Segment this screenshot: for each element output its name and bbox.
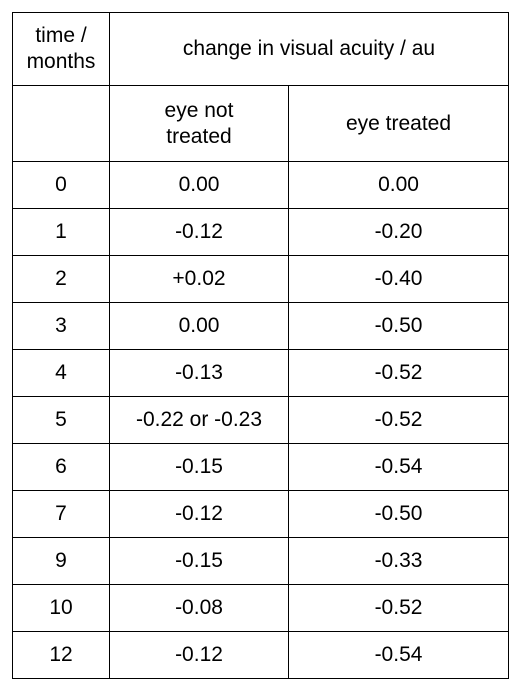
time-cell: 3	[12, 302, 110, 350]
eye-not-treated-cell: 0.00	[109, 161, 289, 209]
eye-treated-cell: -0.50	[288, 490, 509, 538]
visual-acuity-table: time / months change in visual acuity / …	[12, 12, 509, 679]
table-row: 1 -0.12 -0.20	[12, 208, 509, 256]
eye-not-treated-cell: +0.02	[109, 255, 289, 303]
table-row: 12 -0.12 -0.54	[12, 631, 509, 679]
time-cell: 12	[12, 631, 110, 679]
time-cell: 6	[12, 443, 110, 491]
time-cell: 0	[12, 161, 110, 209]
eye-treated-cell: -0.54	[288, 631, 509, 679]
table-header: time / months change in visual acuity / …	[12, 12, 509, 162]
time-header-line-1: time /	[35, 24, 87, 47]
table-row: 3 0.00 -0.50	[12, 302, 509, 350]
eye-treated-cell: -0.33	[288, 537, 509, 585]
eye-treated-cell: -0.52	[288, 584, 509, 632]
eye-not-treated-cell: -0.15	[109, 443, 289, 491]
table-row: 2 +0.02 -0.40	[12, 255, 509, 303]
eye-treated-cell: 0.00	[288, 161, 509, 209]
eye-not-treated-cell: -0.12	[109, 490, 289, 538]
table-row: 9 -0.15 -0.33	[12, 537, 509, 585]
time-header: time / months	[12, 12, 110, 86]
eye-not-treated-cell: -0.08	[109, 584, 289, 632]
eye-treated-cell: -0.52	[288, 396, 509, 444]
time-cell: 10	[12, 584, 110, 632]
table-row: 0 0.00 0.00	[12, 161, 509, 209]
table-row: 10 -0.08 -0.52	[12, 584, 509, 632]
eye-treated-header: eye treated	[288, 85, 509, 162]
empty-header-cell	[12, 85, 110, 162]
eye-not-treated-cell: -0.13	[109, 349, 289, 397]
eye-not-treated-cell: -0.12	[109, 631, 289, 679]
eye-not-treated-header: eye not treated	[109, 85, 289, 162]
header-row-1: time / months change in visual acuity / …	[12, 12, 509, 86]
eye-not-treated-cell: -0.22 or -0.23	[109, 396, 289, 444]
eye-treated-cell: -0.50	[288, 302, 509, 350]
eye-treated-cell: -0.54	[288, 443, 509, 491]
table-row: 6 -0.15 -0.54	[12, 443, 509, 491]
eye-not-treated-line-1: eye not	[164, 98, 234, 122]
table-row: 7 -0.12 -0.50	[12, 490, 509, 538]
eye-not-treated-cell: 0.00	[109, 302, 289, 350]
time-cell: 4	[12, 349, 110, 397]
time-cell: 1	[12, 208, 110, 256]
time-cell: 5	[12, 396, 110, 444]
table-row: 5 -0.22 or -0.23 -0.52	[12, 396, 509, 444]
eye-treated-cell: -0.52	[288, 349, 509, 397]
header-row-2: eye not treated eye treated	[12, 85, 509, 162]
time-cell: 9	[12, 537, 110, 585]
eye-not-treated-cell: -0.12	[109, 208, 289, 256]
table-body: 0 0.00 0.00 1 -0.12 -0.20 2 +0.02 -0.40 3 0.00 -0.5…	[12, 161, 509, 679]
time-cell: 2	[12, 255, 110, 303]
eye-not-treated-line-2: treated	[166, 124, 232, 148]
change-header: change in visual acuity / au	[109, 12, 509, 86]
table-row: 4 -0.13 -0.52	[12, 349, 509, 397]
time-header-line-2: months	[26, 50, 96, 73]
time-cell: 7	[12, 490, 110, 538]
eye-not-treated-cell: -0.15	[109, 537, 289, 585]
eye-treated-cell: -0.20	[288, 208, 509, 256]
eye-treated-cell: -0.40	[288, 255, 509, 303]
